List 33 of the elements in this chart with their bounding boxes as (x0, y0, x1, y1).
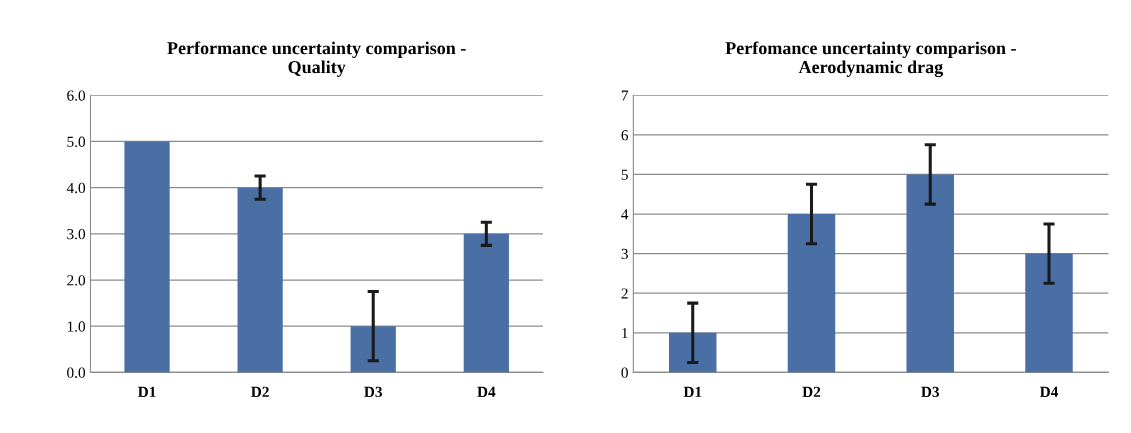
y-tick-label: 1.0 (67, 321, 86, 332)
x-tick-label: D4 (1039, 386, 1059, 397)
x-tick-label: D3 (364, 386, 383, 398)
y-tick-label: 7 (621, 90, 629, 101)
y-tick-label: 0 (621, 367, 628, 378)
y-tick-label: 4 (621, 209, 629, 220)
y-tick-label: 3 (621, 248, 628, 260)
y-tick-label: 6 (621, 130, 629, 141)
y-tick-label: 2 (621, 288, 628, 299)
bar (350, 326, 396, 373)
y-tick-label: 1 (622, 328, 628, 339)
y-tick-label: 5 (621, 169, 628, 180)
bar (463, 233, 509, 373)
bar (124, 141, 170, 373)
x-tick-label: D2 (802, 386, 821, 397)
bar (787, 214, 836, 373)
chart-title: Performance uncertainty comparison - Quality (167, 41, 466, 77)
x-tick-label: D2 (251, 386, 269, 397)
x-tick-label: D1 (683, 386, 702, 397)
bar (906, 174, 954, 373)
x-tick-label: D4 (477, 386, 496, 397)
y-tick-label: 6.0 (67, 90, 86, 101)
x-tick-label: D1 (137, 386, 156, 397)
chart-title: Perfomance uncertainty comparison - Aerodynamic drag (725, 41, 1016, 78)
bar (237, 187, 283, 373)
y-tick-label: 3.0 (67, 228, 86, 240)
bar (1025, 253, 1073, 373)
x-tick-label: D3 (921, 386, 940, 398)
y-tick-label: 0.0 (67, 367, 86, 378)
bar (668, 332, 717, 373)
y-tick-label: 5.0 (67, 136, 86, 147)
y-tick-label: 2.0 (67, 275, 86, 286)
y-tick-label: 4.0 (66, 182, 86, 194)
